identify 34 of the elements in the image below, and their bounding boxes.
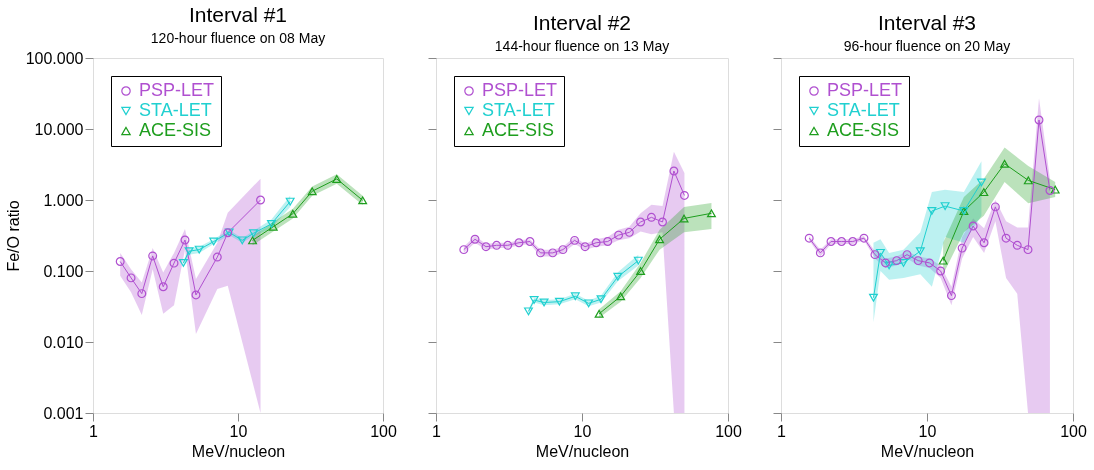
x-tick-label: 1 bbox=[89, 422, 99, 440]
x-tick-label: 100 bbox=[715, 422, 742, 440]
x-tick-label: 10 bbox=[229, 422, 248, 440]
x-axis-title: MeV/nucleon bbox=[535, 442, 630, 460]
x-tick-label: 100 bbox=[370, 422, 397, 440]
chart-title: Interval #1 bbox=[188, 3, 288, 26]
y-tick-label: 0.100 bbox=[43, 262, 84, 280]
x-axis-title: MeV/nucleon bbox=[191, 442, 286, 460]
y-tick-label: 0.010 bbox=[43, 333, 84, 351]
y-tick-label: 10.000 bbox=[34, 120, 84, 138]
x-axis-title: MeV/nucleon bbox=[880, 442, 975, 460]
y-tick-label: 1.000 bbox=[43, 191, 84, 209]
chart-title: Interval #2 bbox=[532, 10, 632, 34]
legend-label: ACE-SIS bbox=[139, 120, 212, 140]
chart-subtitle: 144-hour fluence on 13 May bbox=[494, 37, 670, 54]
x-tick-label: 100 bbox=[1060, 422, 1087, 440]
chart-title: Interval #3 bbox=[877, 10, 977, 34]
legend-label: PSP-LET bbox=[139, 80, 215, 100]
legend-label: ACE-SIS bbox=[827, 120, 900, 140]
legend-label: STA-LET bbox=[827, 100, 900, 120]
legend-label: PSP-LET bbox=[482, 80, 558, 100]
y-tick-label: 100.000 bbox=[25, 49, 84, 67]
y-tick-label: 0.001 bbox=[43, 404, 84, 422]
legend-label: PSP-LET bbox=[827, 80, 903, 100]
x-tick-label: 1 bbox=[777, 422, 787, 440]
chart-subtitle: 120-hour fluence on 08 May bbox=[150, 30, 326, 46]
x-tick-label: 10 bbox=[573, 422, 592, 440]
y-axis-title: Fe/O ratio bbox=[4, 200, 22, 272]
x-tick-label: 10 bbox=[918, 422, 937, 440]
legend-label: STA-LET bbox=[139, 100, 212, 120]
legend-label: STA-LET bbox=[482, 100, 555, 120]
legend-label: ACE-SIS bbox=[482, 120, 555, 140]
chart-subtitle: 96-hour fluence on 20 May bbox=[843, 37, 1011, 54]
x-tick-label: 1 bbox=[432, 422, 442, 440]
